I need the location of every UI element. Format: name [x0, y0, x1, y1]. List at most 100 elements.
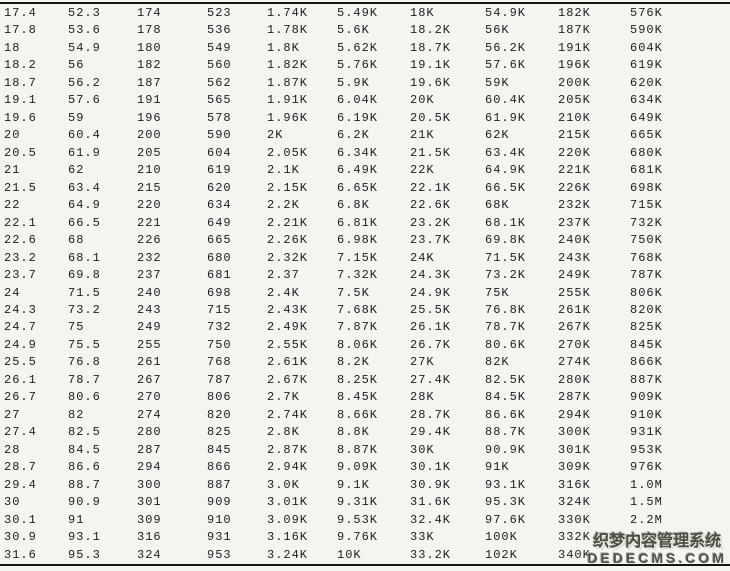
table-cell: 215K [558, 128, 591, 143]
table-cell: 21.5K [410, 145, 452, 160]
table-cell: 26.1K [410, 320, 452, 335]
table-cell: 309 [137, 512, 162, 527]
table-cell: 2.2K [267, 198, 300, 213]
table-cell: 565 [207, 93, 232, 108]
table-cell: 24.7 [4, 320, 37, 335]
table-cell: 825K [630, 320, 663, 335]
table-cell: 19.6 [4, 110, 37, 125]
table-cell: 80.6K [485, 337, 527, 352]
table-cell: 28K [410, 390, 435, 405]
table-cell: 825 [207, 425, 232, 440]
table-cell: 324K [558, 495, 591, 510]
table-cell: 64.9K [485, 163, 527, 178]
table-row: 18.7 56.2 187 562 1.87K 5.9K 19.6K 59K 200K 620K [0, 75, 730, 92]
table-row: 24.7 75 249 732 2.49K 7.87K 26.1K 78.7K 267K 825K [0, 319, 730, 336]
table-row: 24.9 75.5 255 750 2.55K 8.06K 26.7K 80.6K 270K 84… [0, 337, 730, 354]
table-cell: 768K [630, 250, 663, 265]
table-cell: 24K [410, 250, 435, 265]
table-cell: 8.66K [337, 407, 379, 422]
table-cell: 71.5 [68, 285, 101, 300]
table-cell: 187K [558, 23, 591, 38]
table-cell: 28.7 [4, 460, 37, 475]
table-cell: 280K [558, 372, 591, 387]
table-row: 17.4 52.3 174 523 1.74K 5.49K 18K 54.9K 182K 576K [0, 5, 730, 22]
table-cell: 866K [630, 355, 663, 370]
table-cell: 806 [207, 390, 232, 405]
table-cell: 8.8K [337, 425, 370, 440]
table-cell: 3.09K [267, 512, 309, 527]
table-cell: 590 [207, 128, 232, 143]
table-cell: 6.8K [337, 198, 370, 213]
table-cell: 57.6K [485, 58, 527, 73]
table-cell: 931 [207, 530, 232, 545]
table-cell: 18.7 [4, 75, 37, 90]
table-cell: 2.32K [267, 250, 309, 265]
table-cell: 200K [558, 75, 591, 90]
table-row: 18 54.9 180 549 1.8K 5.62K 18.7K 56.2K 191K 604K [0, 40, 730, 57]
table-row: 22 64.9 220 634 2.2K 6.8K 22.6K 68K 232K 715K [0, 197, 730, 214]
table-cell: 309K [558, 460, 591, 475]
table-row: 25.5 76.8 261 768 2.61K 8.2K 27K 82K 274K 866K [0, 354, 730, 371]
table-cell: 54.9 [68, 40, 101, 55]
table-cell: 910 [207, 512, 232, 527]
table-cell: 30.1 [4, 512, 37, 527]
table-cell: 6.34K [337, 145, 379, 160]
table-row: 19.6 59 196 578 1.96K 6.19K 20.5K 61.9K 210K 649K [0, 110, 730, 127]
table-cell: 221 [137, 215, 162, 230]
table-cell: 845K [630, 337, 663, 352]
table-cell: 255 [137, 337, 162, 352]
table-cell: 221K [558, 163, 591, 178]
table-row: 31.6 95.3 324 953 3.24K 10K 33.2K 102K 340K [0, 547, 730, 564]
table-cell: 52.3 [68, 6, 101, 20]
table-cell: 665K [630, 128, 663, 143]
table-cell: 8.87K [337, 442, 379, 457]
table-cell: 68 [68, 233, 85, 248]
table-cell: 24 [4, 285, 21, 300]
table-cell: 619 [207, 163, 232, 178]
table-cell: 620K [630, 75, 663, 90]
data-table: 17.4 52.3 174 523 1.74K 5.49K 18K 54.9K 182K 576K… [0, 5, 730, 564]
table-cell: 909 [207, 495, 232, 510]
table-cell: 28 [4, 442, 21, 457]
table-cell: 634K [630, 93, 663, 108]
table-cell: 33.2K [410, 547, 452, 562]
table-cell: 261K [558, 302, 591, 317]
table-cell: 270K [558, 337, 591, 352]
table-cell: 69.8 [68, 268, 101, 283]
table-cell: 2.87K [267, 442, 309, 457]
table-cell: 6.49K [337, 163, 379, 178]
table-cell: 66.5K [485, 180, 527, 195]
table-cell: 20K [410, 93, 435, 108]
table-cell: 681K [630, 163, 663, 178]
table-cell: 3.24K [267, 547, 309, 562]
table-cell: 75.5 [68, 337, 101, 352]
table-cell: 187 [137, 75, 162, 90]
table-cell: 340K [558, 547, 591, 562]
table-cell: 28.7K [410, 407, 452, 422]
table-cell: 82 [68, 407, 85, 422]
table-cell: 61.9 [68, 145, 101, 160]
table-cell: 23.7K [410, 233, 452, 248]
table-row: 30.1 91 309 910 3.09K 9.53K 32.4K 97.6K 330K 2.2M [0, 512, 730, 529]
table-cell: 22.1 [4, 215, 37, 230]
table-cell: 2.55K [267, 337, 309, 352]
table-cell: 332K [558, 530, 591, 545]
table-cell: 274 [137, 407, 162, 422]
table-cell: 910K [630, 407, 663, 422]
table-cell: 261 [137, 355, 162, 370]
table-cell: 249K [558, 268, 591, 283]
table-cell: 820K [630, 302, 663, 317]
table-cell: 274K [558, 355, 591, 370]
table-cell: 681 [207, 268, 232, 283]
table-cell: 73.2K [485, 268, 527, 283]
table-cell: 22K [410, 163, 435, 178]
table-cell: 267 [137, 372, 162, 387]
table-cell: 21 [4, 163, 21, 178]
table-cell: 330K [558, 512, 591, 527]
table-row: 24 71.5 240 698 2.4K 7.5K 24.9K 75K 255K 806K [0, 285, 730, 302]
table-cell: 249 [137, 320, 162, 335]
table-row: 19.1 57.6 191 565 1.91K 6.04K 20K 60.4K 205K 634K [0, 92, 730, 109]
table-cell: 1.91K [267, 93, 309, 108]
table-cell: 69.8K [485, 233, 527, 248]
table-cell: 97.6K [485, 512, 527, 527]
